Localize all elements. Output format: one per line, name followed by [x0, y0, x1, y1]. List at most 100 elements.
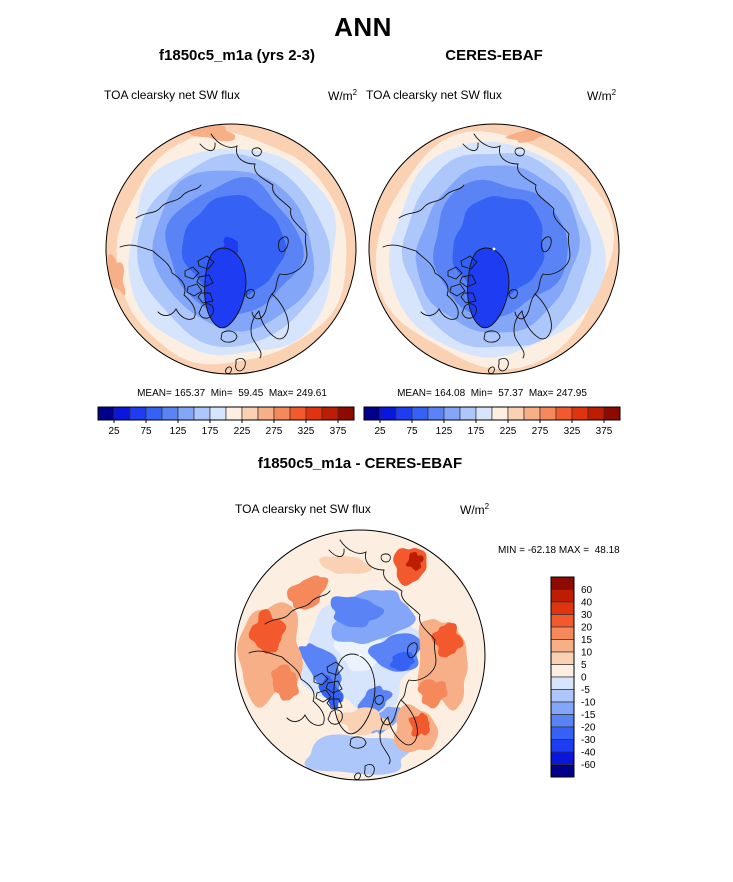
colorbar-tick-label: 375	[596, 426, 613, 437]
map-obs	[368, 123, 620, 375]
colorbar-segment	[550, 714, 575, 728]
field-label-diff: TOA clearsky net SW flux	[235, 502, 371, 516]
coastline-path	[462, 142, 479, 152]
greenland-outline	[204, 247, 247, 329]
colorbar-tick-label: 275	[532, 426, 549, 437]
colorbar-tick-label: 25	[374, 426, 386, 437]
stats-model: MEAN= 165.37 Min= 59.45 Max= 249.61	[137, 388, 327, 399]
colorbar-tick-label: 175	[468, 426, 485, 437]
colorbar-tick-label: 40	[581, 598, 593, 609]
difference-patch	[287, 575, 329, 610]
colorbar-tick-label: 15	[581, 635, 593, 646]
colorbar-segment	[550, 664, 575, 678]
colorbar-frame	[550, 576, 575, 778]
colorbar-segment	[550, 676, 575, 690]
units-label-model: W/m2	[328, 88, 357, 103]
colorbar-segment	[177, 406, 195, 421]
colorbar-segment	[443, 406, 461, 421]
colorbar-segment	[587, 406, 605, 421]
units-text: W/m	[460, 503, 485, 517]
map-content	[369, 124, 619, 374]
colorbar-segment	[321, 406, 339, 421]
colorbar-segment	[411, 406, 429, 421]
greenland-fill	[204, 248, 246, 328]
difference-patch	[248, 609, 287, 654]
difference-patch	[271, 664, 299, 701]
colorbar-tick-label: 125	[436, 426, 453, 437]
colorbar-segment	[550, 639, 575, 653]
units-text: W/m	[328, 89, 353, 103]
colorbar-segment	[129, 406, 147, 421]
panel-title-diff: f1850c5_m1a - CERES-EBAF	[257, 455, 463, 472]
pole-missing-dot	[358, 653, 362, 657]
colorbar-segment	[113, 406, 131, 421]
colorbar-tick-label: 125	[170, 426, 187, 437]
island-outlines	[447, 147, 552, 374]
map-model	[105, 123, 357, 375]
stats-obs: MEAN= 164.08 Min= 57.37 Max= 247.95	[397, 388, 587, 399]
colorbar-segment	[289, 406, 307, 421]
colorbar-tick-label: 25	[108, 426, 120, 437]
colorbar-segment	[475, 406, 493, 421]
colorbar-segment	[225, 406, 243, 421]
diff-minmax: MIN = -62.18 MAX = 48.18	[498, 545, 620, 556]
colorbar-tick-label: 275	[266, 426, 283, 437]
units-exponent: 2	[484, 502, 490, 511]
field-label-model: TOA clearsky net SW flux	[104, 88, 240, 102]
colorbar-tick-label: 30	[581, 610, 593, 621]
colorbar-segment	[550, 701, 575, 715]
colorbar-segment	[550, 589, 575, 603]
colorbar-tick-label: 175	[202, 426, 219, 437]
colorbar-segment	[550, 626, 575, 640]
coastline-path	[398, 184, 465, 219]
colorbar-segment	[363, 406, 381, 421]
colorbar-segment	[550, 614, 575, 628]
colorbar-segment	[305, 406, 323, 421]
greenland-fill	[467, 248, 509, 328]
colorbar-tick-label: 20	[581, 623, 593, 634]
colorbar-tick-label: 5	[581, 660, 587, 671]
coastline-path	[514, 293, 536, 320]
colorbar-tick-label: -30	[581, 735, 596, 746]
coastline-path	[210, 133, 308, 359]
colorbar-segment	[523, 406, 541, 421]
island-outlines	[184, 147, 289, 374]
map-boundary-circle	[368, 123, 620, 375]
colorbar-segment	[459, 406, 477, 421]
panel-title-model: f1850c5_m1a (yrs 2-3)	[159, 47, 315, 64]
colorbar-tick-label: 75	[140, 426, 152, 437]
difference-patch	[335, 707, 392, 736]
difference-patch	[417, 679, 448, 709]
units-label-obs: W/m2	[587, 88, 616, 103]
colorbar-segment	[550, 726, 575, 740]
colorbar-segment	[550, 689, 575, 703]
colorbar-segment	[209, 406, 227, 421]
island-outlines	[313, 553, 418, 780]
colorbar-tick-label: 10	[581, 648, 593, 659]
coastline-path	[473, 133, 571, 359]
colorbar-segment	[97, 406, 115, 421]
colorbar-tick-label: -10	[581, 698, 596, 709]
difference-patch	[330, 596, 385, 628]
units-label-diff: W/m2	[460, 502, 489, 517]
coastline-path	[339, 539, 437, 765]
colorbar-segment	[427, 406, 445, 421]
map-content	[235, 530, 485, 780]
colorbar-tick-label: 0	[581, 673, 587, 684]
map-content	[106, 124, 356, 374]
colorbar-tick-label: -40	[581, 748, 596, 759]
colorbar-tick-label: 60	[581, 585, 593, 596]
units-exponent: 2	[611, 88, 617, 97]
colorbar-segment	[145, 406, 163, 421]
colorbar-segment	[491, 406, 509, 421]
colorbar-obs: 25 75 125 175 225 275 325 375	[363, 406, 621, 437]
difference-patch	[304, 734, 411, 775]
colorbar-tick-label: 375	[330, 426, 347, 437]
pole-missing-dot	[492, 247, 496, 251]
colorbar-segment	[550, 576, 575, 590]
difference-patch	[408, 712, 430, 737]
panel-title-obs: CERES-EBAF	[445, 47, 543, 64]
coastline-path	[119, 244, 196, 320]
